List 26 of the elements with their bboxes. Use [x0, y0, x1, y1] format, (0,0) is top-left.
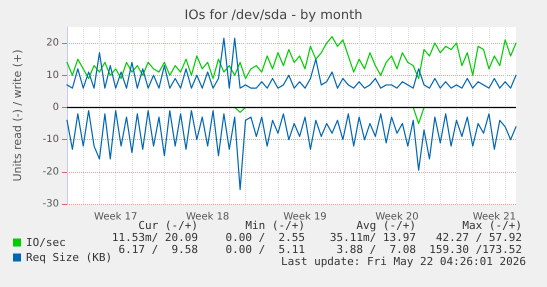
text: Min (-/+): [245, 219, 305, 232]
y-axis-title: Units read (-) / write (+): [11, 49, 24, 182]
y-tick-label: 0: [52, 102, 59, 113]
text: 0.00 / 5.11: [226, 243, 305, 256]
text: Max (-/+): [462, 219, 522, 232]
legend-label: Req Size (KB): [26, 251, 112, 264]
text: 3.88 / 7.08: [336, 243, 416, 256]
text: 42.27 / 57.92: [436, 231, 522, 244]
text: Avg (-/+): [356, 219, 416, 232]
y-tick-label: 20: [46, 38, 59, 49]
line-series: [66, 110, 517, 190]
y-tick-label: -20: [42, 166, 59, 178]
line-series: [66, 38, 517, 89]
x-tick-label: Week 17: [94, 212, 138, 222]
text: 6.17 / 9.58: [118, 243, 198, 256]
text: 0.00 / 2.55: [226, 231, 305, 244]
chart-title: IOs for /dev/sda - by month: [184, 8, 362, 23]
text: 159.30 /173.52: [429, 243, 522, 256]
y-tick-label: 10: [46, 70, 59, 81]
y-tick-label: -30: [42, 198, 59, 210]
y-tick-label: -10: [42, 134, 59, 146]
text: Last update: Fri May 22 04:26:01 2026: [280, 255, 526, 268]
text: 11.53m/ 20.09: [112, 231, 198, 244]
legend-label: IO/sec: [26, 236, 66, 249]
line-series: [66, 36, 517, 80]
text: 35.11m/ 13.97: [330, 231, 416, 244]
